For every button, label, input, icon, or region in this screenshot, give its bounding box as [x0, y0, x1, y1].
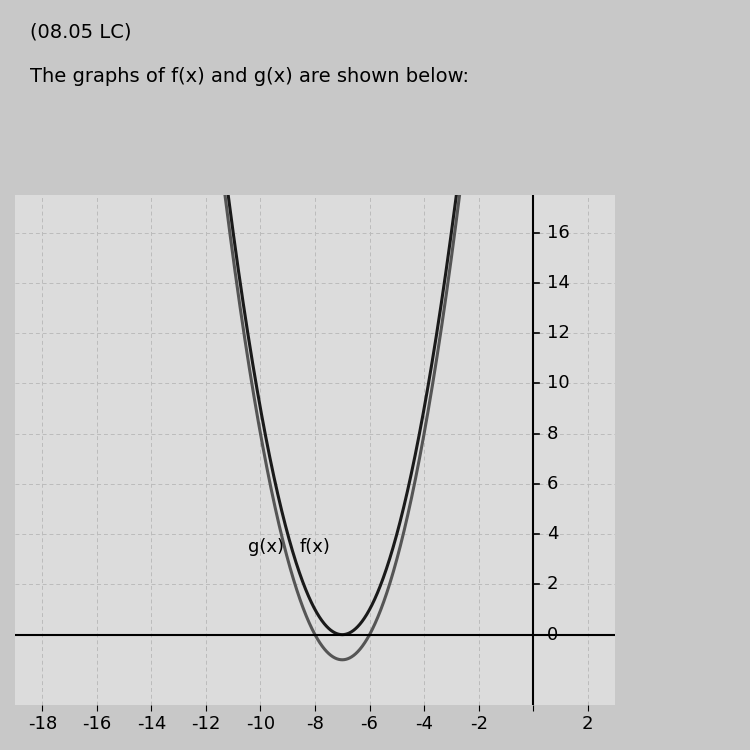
Text: g(x): g(x)	[248, 538, 284, 556]
Text: 12: 12	[547, 324, 570, 342]
Text: 14: 14	[547, 274, 570, 292]
Text: 4: 4	[547, 525, 558, 543]
Text: 8: 8	[547, 424, 558, 442]
Text: The graphs of f(x) and g(x) are shown below:: The graphs of f(x) and g(x) are shown be…	[30, 68, 469, 86]
Text: (08.05 LC): (08.05 LC)	[30, 22, 131, 41]
Text: 10: 10	[547, 374, 569, 392]
Text: 0: 0	[547, 626, 558, 644]
Text: f(x): f(x)	[299, 538, 331, 556]
Text: 6: 6	[547, 475, 558, 493]
Text: 16: 16	[547, 224, 569, 242]
Text: 2: 2	[547, 575, 558, 593]
